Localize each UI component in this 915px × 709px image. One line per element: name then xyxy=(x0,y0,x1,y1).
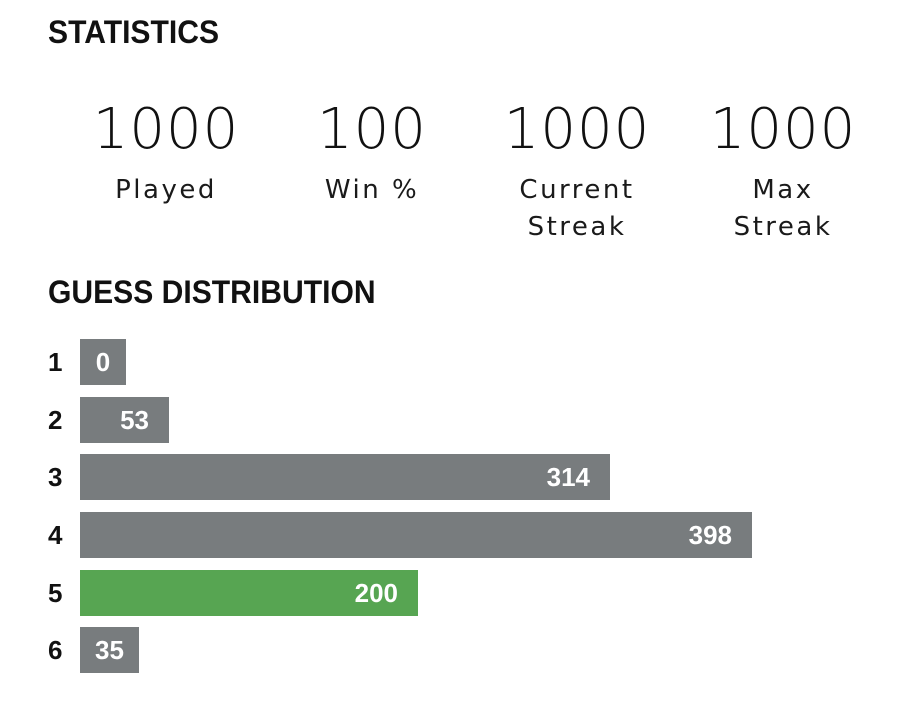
stat-current-streak-value: 1000 xyxy=(503,97,651,162)
statistics-heading: STATISTICS xyxy=(48,14,220,50)
stat-win-percent-label: Win % xyxy=(324,175,420,205)
stat-current-streak: 1000 Current Streak xyxy=(477,98,677,246)
distribution-row-2: 2 53 xyxy=(48,397,868,443)
distribution-bar-highlighted: 200 xyxy=(80,570,418,616)
stat-max-streak: 1000 Max Streak xyxy=(683,98,883,246)
stat-current-streak-label: Current Streak xyxy=(519,175,635,242)
distribution-bar: 35 xyxy=(80,627,139,673)
stat-played: 1000 Played xyxy=(66,98,266,209)
distribution-row-3: 3 314 xyxy=(48,454,868,500)
distribution-row-1: 1 0 xyxy=(48,339,868,385)
distribution-guess-number: 6 xyxy=(48,635,63,665)
stat-played-label: Played xyxy=(115,175,217,205)
distribution-row-4: 4 398 xyxy=(48,512,868,558)
distribution-bar: 398 xyxy=(80,512,752,558)
distribution-bar: 53 xyxy=(80,397,169,443)
distribution-guess-number: 4 xyxy=(48,520,63,550)
stat-max-streak-label: Max Streak xyxy=(733,175,833,242)
guess-distribution-heading: GUESS DISTRIBUTION xyxy=(48,274,376,310)
stat-win-percent-value: 100 xyxy=(317,97,427,162)
distribution-guess-number: 1 xyxy=(48,347,63,377)
distribution-bar: 314 xyxy=(80,454,610,500)
distribution-guess-number: 5 xyxy=(48,578,63,608)
distribution-row-5: 5 200 xyxy=(48,570,868,616)
distribution-bar: 0 xyxy=(80,339,126,385)
stat-played-value: 1000 xyxy=(92,97,240,162)
distribution-row-6: 6 35 xyxy=(48,627,868,673)
distribution-guess-number: 3 xyxy=(48,462,63,492)
stat-win-percent: 100 Win % xyxy=(272,98,472,209)
distribution-guess-number: 2 xyxy=(48,405,63,435)
stat-max-streak-value: 1000 xyxy=(709,97,857,162)
